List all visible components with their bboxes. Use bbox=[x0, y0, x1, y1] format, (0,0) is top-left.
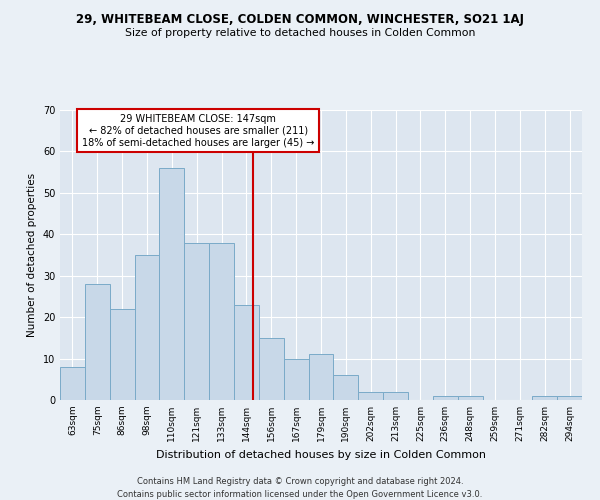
Bar bbox=[60, 367, 85, 400]
Y-axis label: Number of detached properties: Number of detached properties bbox=[27, 173, 37, 337]
Bar bbox=[383, 392, 408, 400]
Bar bbox=[259, 338, 284, 400]
Bar bbox=[334, 375, 358, 400]
Bar bbox=[284, 358, 308, 400]
Bar bbox=[160, 168, 184, 400]
Bar bbox=[532, 396, 557, 400]
Text: Contains public sector information licensed under the Open Government Licence v3: Contains public sector information licen… bbox=[118, 490, 482, 499]
Bar bbox=[209, 242, 234, 400]
Text: 29, WHITEBEAM CLOSE, COLDEN COMMON, WINCHESTER, SO21 1AJ: 29, WHITEBEAM CLOSE, COLDEN COMMON, WINC… bbox=[76, 12, 524, 26]
X-axis label: Distribution of detached houses by size in Colden Common: Distribution of detached houses by size … bbox=[156, 450, 486, 460]
Text: Size of property relative to detached houses in Colden Common: Size of property relative to detached ho… bbox=[125, 28, 475, 38]
Text: 29 WHITEBEAM CLOSE: 147sqm
← 82% of detached houses are smaller (211)
18% of sem: 29 WHITEBEAM CLOSE: 147sqm ← 82% of deta… bbox=[82, 114, 314, 148]
Bar bbox=[134, 255, 160, 400]
Bar bbox=[234, 304, 259, 400]
Bar bbox=[85, 284, 110, 400]
Bar bbox=[358, 392, 383, 400]
Bar bbox=[458, 396, 482, 400]
Text: Contains HM Land Registry data © Crown copyright and database right 2024.: Contains HM Land Registry data © Crown c… bbox=[137, 478, 463, 486]
Bar bbox=[184, 242, 209, 400]
Bar bbox=[557, 396, 582, 400]
Bar bbox=[308, 354, 334, 400]
Bar bbox=[433, 396, 458, 400]
Bar bbox=[110, 309, 134, 400]
